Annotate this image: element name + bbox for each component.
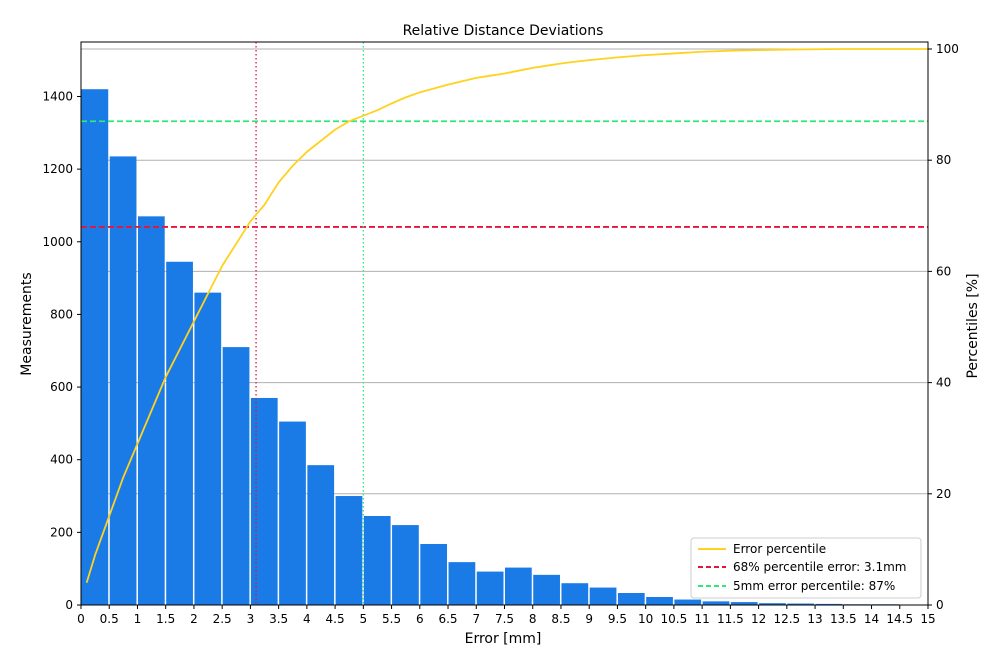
- y2-axis-title: Percentiles [%]: [965, 273, 981, 378]
- x-tick-label: 13: [807, 612, 822, 626]
- histogram-bar: [392, 525, 419, 605]
- legend-label-5mm-percentile: 5mm error percentile: 87%: [733, 579, 895, 593]
- x-tick-label: 7: [472, 612, 480, 626]
- y-tick-label: 1000: [42, 235, 73, 249]
- x-tick-label: 0: [77, 612, 85, 626]
- histogram-bar: [363, 516, 391, 605]
- x-tick-label: 1.5: [156, 612, 175, 626]
- x-tick-label: 15: [920, 612, 935, 626]
- histogram-bar: [787, 603, 815, 605]
- histogram-bar: [589, 587, 617, 605]
- x-tick-label: 11.5: [717, 612, 744, 626]
- y-tick-label: 200: [50, 525, 73, 539]
- histogram-bar: [81, 89, 109, 605]
- histogram-bar: [222, 347, 250, 605]
- legend: Error percentile 68% percentile error: 3…: [690, 537, 922, 599]
- x-tick-label: 4: [303, 612, 311, 626]
- x-tick-label: 2: [190, 612, 198, 626]
- histogram-bar: [617, 593, 645, 605]
- x-tick-label: 6: [416, 612, 424, 626]
- x-tick-label: 6.5: [438, 612, 457, 626]
- legend-box: [690, 537, 922, 599]
- x-tick-label: 11: [694, 612, 709, 626]
- x-tick-label: 13.5: [830, 612, 857, 626]
- x-axis-title: Error [mm]: [465, 631, 542, 647]
- histogram-bar: [533, 574, 560, 605]
- percentile-curve-layer: [85, 48, 928, 584]
- chart-title: Relative Distance Deviations: [403, 23, 604, 39]
- x-tick-label: 8: [529, 612, 537, 626]
- y2-tick-label: 100: [936, 42, 959, 56]
- y-tick-label: 400: [50, 453, 73, 467]
- legend-label-error-percentile: Error percentile: [733, 542, 826, 556]
- x-tick-label: 10.5: [661, 612, 688, 626]
- x-tick-label: 0.5: [100, 612, 119, 626]
- y-tick-label: 1200: [42, 162, 73, 176]
- y2-tick-label: 0: [936, 598, 944, 612]
- y2-tick-label: 80: [936, 153, 951, 167]
- x-tick-label: 12: [751, 612, 766, 626]
- histogram-bar: [166, 261, 193, 605]
- histogram-bar: [476, 571, 504, 605]
- x-tick-label: 8.5: [551, 612, 570, 626]
- y-axis-title: Measurements: [19, 272, 35, 375]
- histogram-bar: [109, 156, 137, 605]
- histogram-bar: [646, 597, 673, 605]
- reference-lines-layer: [81, 42, 928, 605]
- y2-tick-label: 40: [936, 376, 951, 390]
- x-tick-label: 9: [585, 612, 593, 626]
- histogram-bar: [420, 543, 448, 605]
- y2-tick-label: 60: [936, 264, 951, 278]
- x-tick-label: 14.5: [886, 612, 913, 626]
- x-tick-label: 10: [638, 612, 653, 626]
- x-tick-label: 14: [864, 612, 879, 626]
- bars-layer: [81, 89, 927, 605]
- axes-layer: 0 0.5 1 1.5 2 2.5 3 3.5 4 4.5 5 5.5 6 6.5 7 7.5 8 8.5 9 9.5…: [42, 41, 959, 626]
- y-tick-label: 1400: [42, 89, 73, 103]
- x-tick-label: 1: [134, 612, 142, 626]
- x-tick-label: 5: [360, 612, 368, 626]
- percentile-curve-line: [85, 48, 928, 584]
- histogram-bar: [448, 562, 476, 605]
- histogram-bar: [815, 603, 843, 605]
- histogram-bar: [702, 601, 730, 605]
- x-tick-label: 3.5: [269, 612, 288, 626]
- y-tick-label: 800: [50, 307, 73, 321]
- x-tick-label: 9.5: [608, 612, 627, 626]
- histogram-bar: [730, 602, 758, 605]
- histogram-bar: [279, 421, 306, 605]
- histogram-bar: [307, 465, 335, 605]
- histogram-bar: [250, 397, 278, 605]
- y2-tick-label: 20: [936, 487, 951, 501]
- x-tick-label: 7.5: [495, 612, 514, 626]
- histogram-bar: [194, 292, 222, 605]
- x-tick-label: 2.5: [213, 612, 232, 626]
- x-tick-label: 3: [247, 612, 255, 626]
- histogram-bar: [674, 599, 702, 605]
- histogram-bar: [561, 583, 589, 605]
- histogram-bar: [759, 603, 786, 605]
- x-tick-label: 12.5: [773, 612, 800, 626]
- histogram-bar: [335, 496, 363, 605]
- legend-label-68-percentile: 68% percentile error: 3.1mm: [733, 560, 906, 574]
- x-tick-label: 4.5: [326, 612, 345, 626]
- y-tick-label: 0: [65, 598, 73, 612]
- y-tick-label: 600: [50, 380, 73, 394]
- x-tick-label: 5.5: [382, 612, 401, 626]
- histogram-bar: [505, 567, 532, 605]
